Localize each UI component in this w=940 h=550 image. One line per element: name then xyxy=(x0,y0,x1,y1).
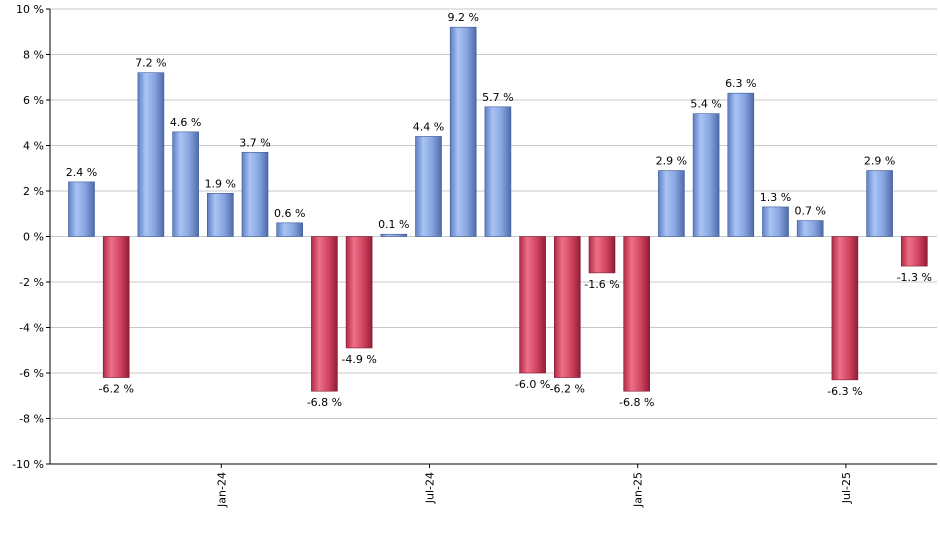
data-label: 1.3 % xyxy=(760,191,791,204)
data-label: 2.4 % xyxy=(66,166,97,179)
y-tick-label: -4 % xyxy=(19,322,44,335)
y-tick-label: -6 % xyxy=(19,367,44,380)
data-label: 4.4 % xyxy=(413,120,444,133)
bar xyxy=(241,152,269,237)
data-label: -6.2 % xyxy=(98,383,133,396)
data-label: 0.6 % xyxy=(274,207,305,220)
bar xyxy=(68,181,95,237)
bar xyxy=(553,236,581,378)
bar xyxy=(449,26,477,237)
y-tick-label: -2 % xyxy=(19,276,44,289)
data-label: -6.8 % xyxy=(619,396,654,409)
bar xyxy=(207,192,234,237)
y-tick-label: 2 % xyxy=(23,185,44,198)
y-tick-label: -10 % xyxy=(12,458,44,471)
bar xyxy=(380,233,408,237)
bar xyxy=(900,236,928,267)
bar xyxy=(762,206,789,237)
bar xyxy=(866,170,893,237)
axes: -10 % -8 % -6 % -4 % -2 % 0 % 2 % 4 % 6 % 8 % 10 %… xyxy=(12,3,937,508)
bar xyxy=(519,236,546,374)
data-label: 3.7 % xyxy=(239,136,270,149)
x-tick-label: Jul-25 xyxy=(840,472,853,504)
data-label: -6.8 % xyxy=(307,396,342,409)
data-label: 5.7 % xyxy=(482,91,513,104)
bar xyxy=(623,236,651,392)
bar xyxy=(137,72,165,237)
data-label: -6.0 % xyxy=(515,378,550,391)
bar xyxy=(484,106,512,237)
data-label: 5.4 % xyxy=(690,98,721,111)
data-label: 6.3 % xyxy=(725,77,756,90)
data-label: -1.3 % xyxy=(897,271,932,284)
bar xyxy=(276,222,304,237)
bar xyxy=(796,220,824,237)
y-tick-label: 0 % xyxy=(23,231,44,244)
bar xyxy=(311,236,338,392)
y-tick-label: 8 % xyxy=(23,49,44,62)
bar xyxy=(415,136,442,237)
bar xyxy=(172,131,199,237)
y-tick-label: 6 % xyxy=(23,94,44,107)
data-label: -4.9 % xyxy=(341,353,376,366)
bar xyxy=(588,236,616,274)
y-tick-label: -8 % xyxy=(19,413,44,426)
y-tick-label: 10 % xyxy=(16,3,44,16)
data-label: 2.9 % xyxy=(656,155,687,168)
bar xyxy=(345,236,373,349)
bar xyxy=(102,236,130,378)
data-label: 1.9 % xyxy=(205,177,236,190)
x-tick-label: Jan-25 xyxy=(632,472,645,508)
bars xyxy=(68,26,928,392)
bar xyxy=(692,113,720,237)
x-tick-label: Jul-24 xyxy=(424,472,437,504)
data-label: -6.3 % xyxy=(827,385,862,398)
x-tick-label: Jan-24 xyxy=(215,472,228,508)
bar xyxy=(727,92,755,237)
data-label: 9.2 % xyxy=(447,11,478,24)
data-label: 7.2 % xyxy=(135,57,166,70)
y-tick-label: 4 % xyxy=(23,140,44,153)
data-label: -1.6 % xyxy=(584,278,619,291)
data-label: 0.1 % xyxy=(378,218,409,231)
data-labels: 2.4 % -6.2 % 7.2 % 4.6 % 1.9 % 3.7 % 0.6 % -6.8… xyxy=(66,11,932,409)
data-label: -6.2 % xyxy=(550,383,585,396)
data-label: 2.9 % xyxy=(864,155,895,168)
bar xyxy=(658,170,685,237)
data-label: 4.6 % xyxy=(170,116,201,129)
data-label: 0.7 % xyxy=(794,205,825,218)
bar xyxy=(831,236,859,381)
